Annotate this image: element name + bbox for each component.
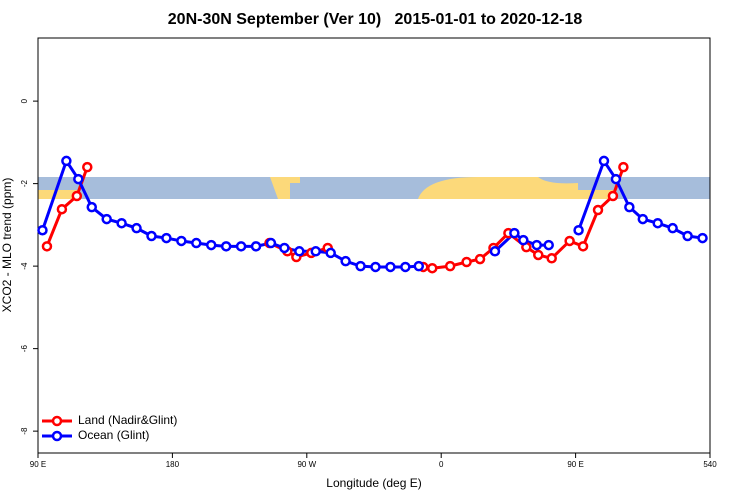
data-point <box>533 249 544 261</box>
data-point <box>146 230 157 242</box>
legend-label: Land (Nadir&Glint) <box>78 413 177 427</box>
data-point <box>41 241 53 252</box>
data-point <box>235 241 247 252</box>
data-point <box>205 239 217 251</box>
y-tick-label: -6 <box>20 345 29 353</box>
data-point <box>624 201 635 213</box>
data-point <box>607 190 619 202</box>
data-point <box>220 241 232 252</box>
data-point <box>413 260 425 272</box>
data-point <box>461 256 472 268</box>
data-point <box>444 260 456 272</box>
data-point <box>73 173 84 185</box>
data-point <box>573 224 584 236</box>
chart-title: 20N-30N September (Ver 10) 2015-01-01 to… <box>168 11 583 28</box>
data-point <box>518 234 529 246</box>
data-point <box>543 239 554 251</box>
data-point <box>610 173 622 185</box>
plot-frame <box>37 37 711 454</box>
data-point <box>546 253 557 264</box>
data-point <box>697 232 708 244</box>
data-point <box>426 262 438 274</box>
data-point <box>637 213 649 225</box>
data-point <box>116 217 127 229</box>
series-line <box>41 157 703 269</box>
data-point <box>474 253 486 265</box>
data-point <box>489 246 501 257</box>
data-point <box>592 204 604 216</box>
data-point <box>250 241 262 252</box>
data-point <box>577 241 589 252</box>
data-point <box>652 217 663 229</box>
data-point <box>564 235 575 247</box>
data-point <box>279 242 290 254</box>
data-point <box>400 261 411 273</box>
legend-marker <box>51 430 63 442</box>
y-tick-label: 0 <box>20 98 29 103</box>
data-point <box>265 237 277 249</box>
x-tick-label: 540 <box>703 460 717 469</box>
data-point <box>618 161 629 173</box>
data-point <box>101 213 112 225</box>
y-tick-label: -4 <box>20 262 29 270</box>
data-point <box>176 235 187 247</box>
map-strip <box>38 177 710 199</box>
x-tick-label: 90 W <box>297 460 316 469</box>
x-axis-label: Longitude (deg E) <box>326 476 421 490</box>
x-tick-label: 0 <box>439 460 444 469</box>
data-point <box>370 261 381 273</box>
data-point <box>294 246 305 257</box>
data-point <box>86 201 98 213</box>
data-point <box>385 261 396 273</box>
y-tick-label: -8 <box>20 427 29 435</box>
legend-marker <box>51 415 63 427</box>
y-axis-label: XCO2 - MLO trend (ppm) <box>0 178 14 313</box>
data-point <box>161 232 172 244</box>
x-tick-label: 90 E <box>30 460 46 469</box>
x-tick-label: 90 E <box>567 460 583 469</box>
data-point <box>71 190 83 202</box>
data-point <box>682 230 693 242</box>
legend-label: Ocean (Glint) <box>78 428 149 442</box>
data-point <box>325 247 336 259</box>
data-point <box>310 246 322 257</box>
data-point <box>598 155 610 167</box>
data-point <box>509 227 520 239</box>
data-point <box>37 224 48 236</box>
data-point <box>191 237 202 249</box>
y-tick-label: -2 <box>20 180 29 188</box>
x-tick-label: 180 <box>166 460 180 469</box>
data-point <box>340 255 351 267</box>
data-point <box>131 222 142 234</box>
data-point <box>531 239 543 251</box>
data-point <box>355 260 366 272</box>
data-point <box>82 161 93 173</box>
data-point <box>56 203 68 215</box>
data-point <box>61 155 72 167</box>
data-point <box>667 222 678 234</box>
